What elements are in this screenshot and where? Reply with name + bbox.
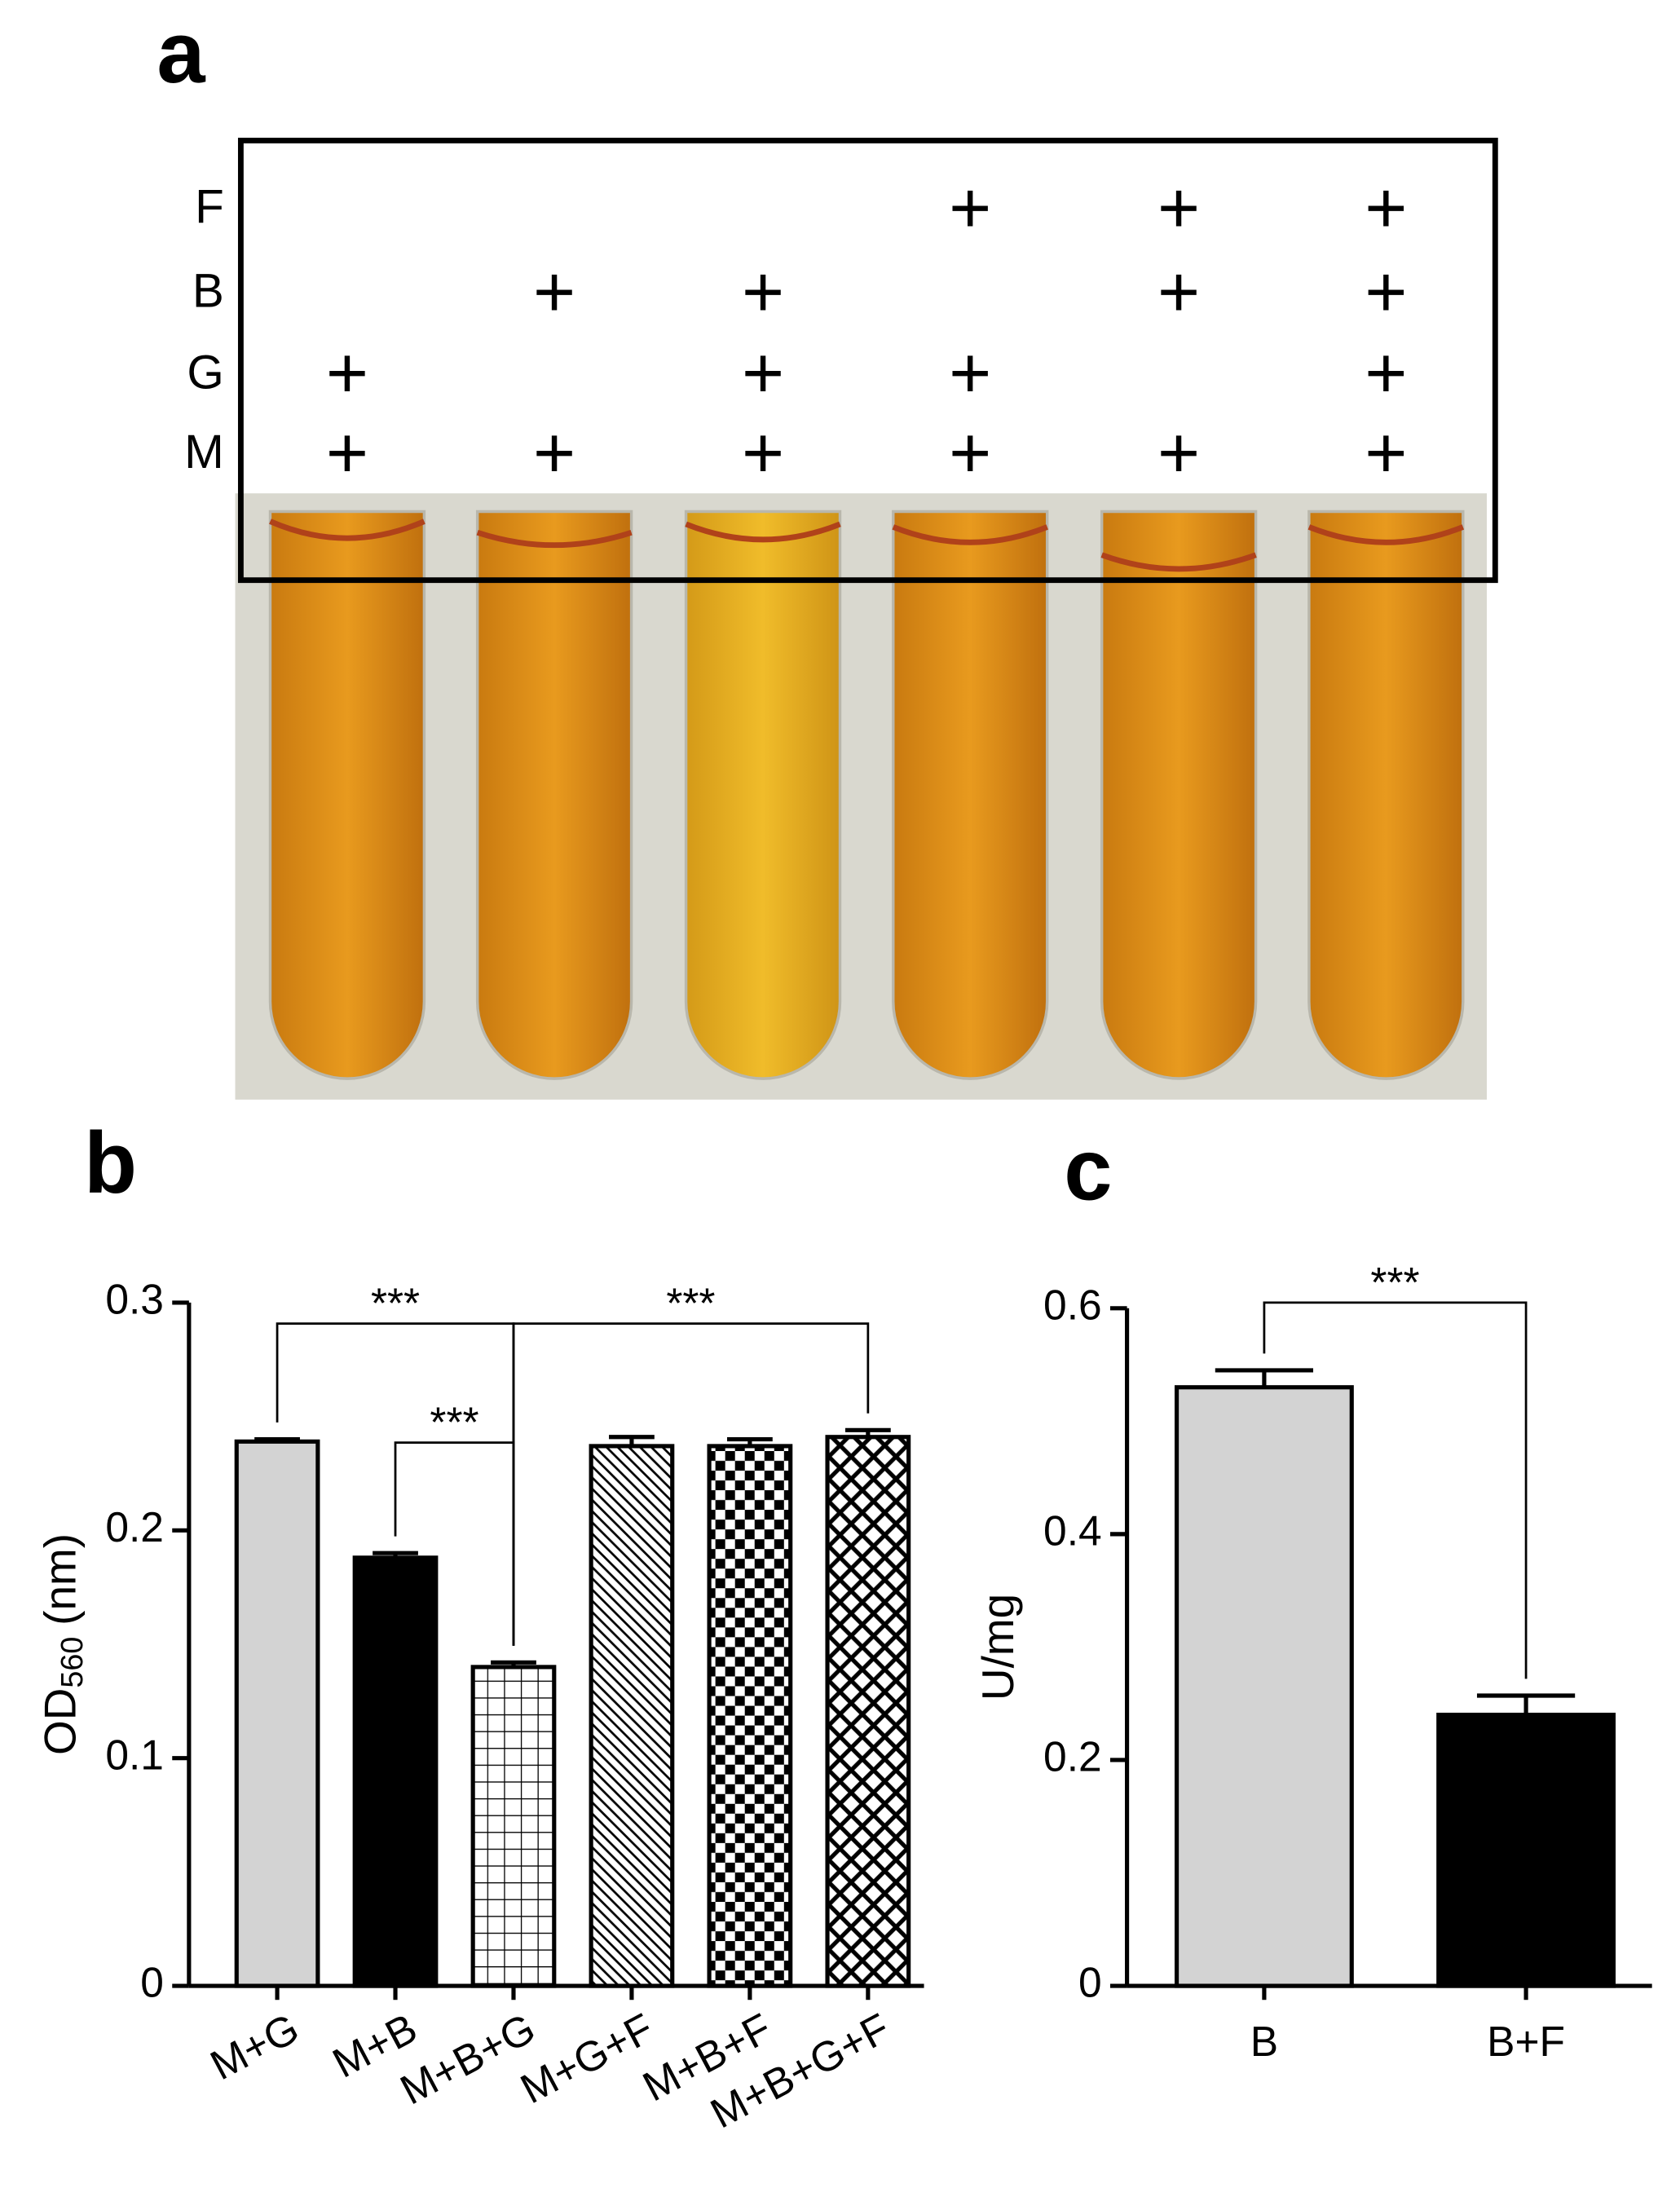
row-label: B — [192, 265, 224, 318]
plus-mark: + — [326, 412, 368, 493]
photo — [235, 493, 1487, 1100]
bar — [589, 1444, 675, 1988]
y-tick-label: 0.2 — [105, 1503, 164, 1551]
row-label: F — [195, 181, 224, 234]
bar — [825, 1435, 911, 1988]
plus-mark: + — [1365, 332, 1407, 413]
significance-label: *** — [666, 1280, 715, 1327]
plus-mark: + — [949, 332, 991, 413]
bar — [1436, 1712, 1616, 1988]
row-label: M — [184, 426, 224, 479]
panel-label: b — [84, 1114, 137, 1211]
x-tick-label: B+F — [1487, 2018, 1565, 2065]
y-tick-label: 0.6 — [1043, 1281, 1102, 1328]
bar — [707, 1444, 793, 1988]
plus-mark: + — [1157, 250, 1200, 332]
chart: OD560(nm)00.10.20.3M+G M+BM+B+GM+G+FM+B+F… — [34, 1276, 924, 2137]
bar — [234, 1439, 320, 1988]
plus-mark: + — [1157, 166, 1200, 248]
y-axis-label: U/mg — [972, 1594, 1023, 1701]
plus-mark: + — [742, 250, 784, 332]
panel-label: a — [157, 4, 205, 101]
x-tick-label: M+G+F — [513, 2004, 660, 2112]
treatment-box — [237, 137, 1498, 584]
y-axis-label-part: U/mg — [972, 1594, 1023, 1701]
y-axis-label-part: OD — [34, 1688, 85, 1755]
significance-label: *** — [1370, 1259, 1419, 1306]
y-tick-label: 0.1 — [105, 1731, 164, 1778]
y-axis-label-part: (nm) — [34, 1533, 85, 1626]
plus-mark: + — [326, 332, 368, 413]
y-axis-label: OD560 (nm) — [34, 1533, 90, 1755]
plus-mark: + — [1157, 412, 1200, 493]
significance-bracket — [1263, 1301, 1528, 1679]
bar — [352, 1555, 439, 1988]
row-label: G — [187, 346, 223, 399]
plus-mark: + — [742, 412, 784, 493]
y-tick-label: 0.3 — [105, 1276, 164, 1323]
plus-mark: + — [1365, 166, 1407, 248]
panel-label: c — [1064, 1121, 1112, 1218]
y-tick-label: 0 — [140, 1959, 164, 2006]
plus-mark: + — [533, 412, 575, 493]
plus-mark: + — [949, 166, 991, 248]
significance-label: *** — [430, 1399, 478, 1446]
plus-mark: + — [949, 412, 991, 493]
y-axis-label-part: 560 — [55, 1637, 90, 1688]
significance-bracket — [512, 1322, 870, 1646]
chart: U/mg 0 0.2 0.4 0.6 B B+F *** — [972, 1259, 1652, 2065]
y-tick-label: 0.2 — [1043, 1733, 1102, 1780]
x-tick-label: B — [1250, 2018, 1278, 2065]
plus-mark: + — [742, 332, 784, 413]
bar — [1174, 1385, 1354, 1988]
plus-mark: + — [1365, 412, 1407, 493]
x-tick-label: M+B+G — [393, 2004, 543, 2114]
y-tick-label: 0.4 — [1043, 1506, 1102, 1554]
plus-mark: + — [1365, 250, 1407, 332]
bar — [470, 1665, 557, 1988]
significance-label: *** — [371, 1280, 420, 1327]
x-tick-label: M+G — [203, 2004, 306, 2089]
y-tick-label: 0 — [1078, 1959, 1102, 2006]
plus-mark: + — [533, 250, 575, 332]
